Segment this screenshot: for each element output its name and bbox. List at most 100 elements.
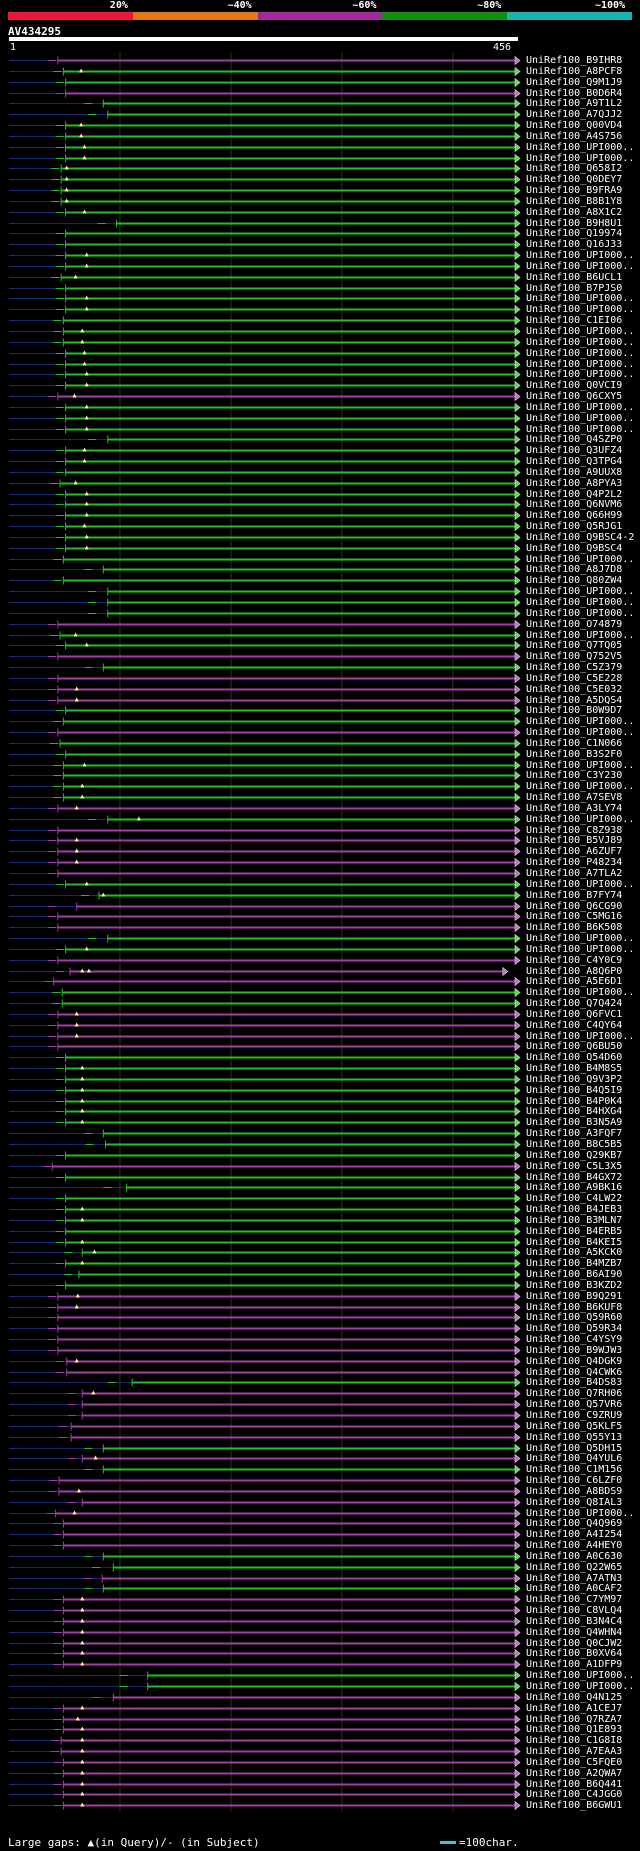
hit-row[interactable]	[9, 1746, 521, 1757]
hit-label[interactable]: UniRef100_UPI000..	[526, 585, 635, 597]
hit-label[interactable]: UniRef100_Q4P2L2	[526, 488, 623, 500]
hit-label[interactable]: UniRef100_UPI000..	[526, 303, 635, 315]
hit-label[interactable]: UniRef100_UPI000..	[526, 412, 635, 424]
hit-label[interactable]: UniRef100_B6Q441	[526, 1778, 623, 1790]
hit-label[interactable]: UniRef100_A5KCK0	[526, 1246, 623, 1258]
hit-row[interactable]	[9, 402, 521, 413]
hit-row[interactable]	[9, 532, 521, 543]
hit-row[interactable]	[9, 1269, 521, 1280]
hit-label[interactable]: UniRef100_C1N066	[526, 737, 623, 749]
hit-label[interactable]: UniRef100_UPI000..	[526, 152, 635, 164]
hit-row[interactable]	[9, 109, 521, 120]
hit-label[interactable]: UniRef100_Q9V3P2	[526, 1073, 623, 1085]
hit-label[interactable]: UniRef100_Q59R34	[526, 1322, 623, 1334]
hit-row[interactable]	[9, 781, 521, 792]
hit-label[interactable]: UniRef100_B4JEB3	[526, 1203, 623, 1215]
hit-label[interactable]: UniRef100_A7ATN3	[526, 1572, 623, 1584]
hit-row[interactable]	[9, 1052, 521, 1063]
hit-label[interactable]: UniRef100_A8X1C2	[526, 206, 623, 218]
hit-label[interactable]: UniRef100_Q19974	[526, 227, 623, 239]
hit-row[interactable]	[9, 792, 521, 803]
hit-label[interactable]: UniRef100_UPI000..	[526, 358, 635, 370]
hit-label[interactable]: UniRef100_Q66H99	[526, 509, 623, 521]
hit-row[interactable]	[9, 1735, 521, 1746]
hit-row[interactable]	[9, 933, 521, 944]
hit-row[interactable]	[9, 369, 521, 380]
hit-label[interactable]: UniRef100_Q0VCI9	[526, 379, 623, 391]
hit-label[interactable]: UniRef100_UPI000..	[526, 1680, 635, 1692]
hit-label[interactable]: UniRef100_C5MG16	[526, 910, 623, 922]
hit-row[interactable]	[9, 1312, 521, 1323]
hit-row[interactable]	[9, 1388, 521, 1399]
hit-row[interactable]	[9, 1627, 521, 1638]
hit-row[interactable]	[9, 1237, 521, 1248]
hit-label[interactable]: UniRef100_C4Y0C9	[526, 954, 623, 966]
hit-label[interactable]: UniRef100_UPI000..	[526, 813, 635, 825]
hit-row[interactable]	[9, 564, 521, 575]
hit-row[interactable]	[9, 846, 521, 857]
hit-row[interactable]	[9, 1453, 521, 1464]
hit-label[interactable]: UniRef100_UPI000..	[526, 1507, 635, 1519]
hit-row[interactable]	[9, 1692, 521, 1703]
hit-row[interactable]	[9, 1247, 521, 1258]
hit-row[interactable]	[9, 651, 521, 662]
hit-row[interactable]	[9, 77, 521, 88]
hit-row[interactable]	[9, 803, 521, 814]
hit-row[interactable]	[9, 424, 521, 435]
hit-row[interactable]	[9, 88, 521, 99]
hit-row[interactable]	[9, 283, 521, 294]
hit-row[interactable]	[9, 1583, 521, 1594]
hit-label[interactable]: UniRef100_UPI000..	[526, 629, 635, 641]
hit-row[interactable]	[9, 163, 521, 174]
hit-label[interactable]: UniRef100_B4DS83	[526, 1376, 623, 1388]
hit-label[interactable]: UniRef100_Q55Y13	[526, 1431, 623, 1443]
hit-row[interactable]	[9, 185, 521, 196]
hit-row[interactable]	[9, 1204, 521, 1215]
hit-row[interactable]	[9, 1041, 521, 1052]
hit-label[interactable]: UniRef100_C5E228	[526, 672, 623, 684]
hit-row[interactable]	[9, 814, 521, 825]
hit-row[interactable]	[9, 575, 521, 586]
hit-label[interactable]: UniRef100_C3Y230	[526, 769, 623, 781]
hit-label[interactable]: UniRef100_A7SEV8	[526, 791, 623, 803]
hit-row[interactable]	[9, 879, 521, 890]
hit-label[interactable]: UniRef100_UPI000..	[526, 249, 635, 261]
hit-row[interactable]	[9, 304, 521, 315]
hit-row[interactable]	[9, 966, 509, 977]
hit-label[interactable]: UniRef100_B8B1Y8	[526, 195, 623, 207]
hit-label[interactable]: UniRef100_C5Z379	[526, 661, 623, 673]
hit-row[interactable]	[9, 1334, 521, 1345]
hit-label[interactable]: UniRef100_UPI000..	[526, 347, 635, 359]
hit-row[interactable]	[9, 131, 521, 142]
hit-row[interactable]	[9, 1562, 521, 1573]
hit-row[interactable]	[9, 1551, 521, 1562]
hit-row[interactable]	[9, 673, 521, 684]
hit-row[interactable]	[9, 337, 521, 348]
hit-label[interactable]: UniRef100_A5E6D1	[526, 975, 623, 987]
hit-label[interactable]: UniRef100_C5FQE0	[526, 1756, 623, 1768]
hit-row[interactable]	[9, 976, 521, 987]
hit-label[interactable]: UniRef100_B8C5B5	[526, 1138, 623, 1150]
hit-label[interactable]: UniRef100_Q57VR6	[526, 1398, 623, 1410]
hit-row[interactable]	[9, 857, 521, 868]
hit-row[interactable]	[9, 998, 521, 1009]
hit-row[interactable]	[9, 348, 521, 359]
hit-row[interactable]	[9, 1486, 521, 1497]
hit-row[interactable]	[9, 1128, 521, 1139]
hit-label[interactable]: UniRef100_Q4CWK6	[526, 1366, 623, 1378]
hit-label[interactable]: UniRef100_A8J7D8	[526, 563, 623, 575]
hit-row[interactable]	[9, 1215, 521, 1226]
hit-row[interactable]	[9, 1193, 521, 1204]
hit-row[interactable]	[9, 1258, 521, 1269]
hit-label[interactable]: UniRef100_Q752V5	[526, 650, 623, 662]
hit-label[interactable]: UniRef100_B9H8U1	[526, 217, 623, 229]
hit-row[interactable]	[9, 944, 521, 955]
hit-row[interactable]	[9, 716, 521, 727]
hit-label[interactable]: UniRef100_Q3TPG4	[526, 455, 623, 467]
hit-row[interactable]	[9, 1659, 521, 1670]
hit-label[interactable]: UniRef100_B6AI90	[526, 1268, 623, 1280]
hit-label[interactable]: UniRef100_Q5RJG1	[526, 520, 623, 532]
hit-label[interactable]: UniRef100_UPI000..	[526, 260, 635, 272]
hit-row[interactable]	[9, 1074, 521, 1085]
hit-row[interactable]	[9, 760, 521, 771]
